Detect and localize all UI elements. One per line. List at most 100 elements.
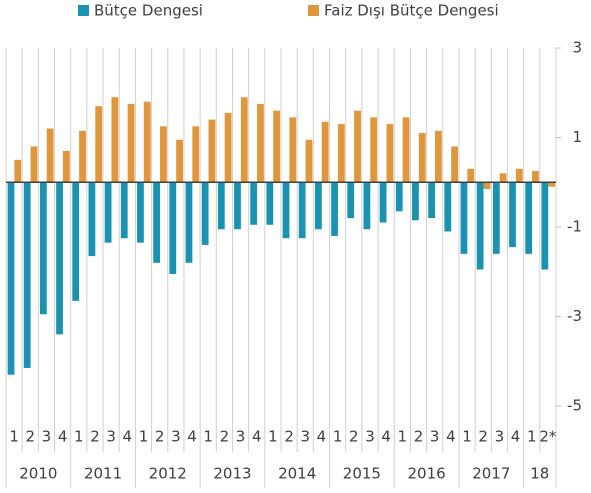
x-tick-label: 2	[220, 428, 230, 446]
bar	[379, 182, 387, 223]
x-tick-label: 1	[527, 428, 537, 446]
legend-swatch	[308, 5, 319, 16]
x-tick-label: 4	[511, 428, 521, 446]
bar	[428, 182, 435, 219]
bar	[266, 182, 274, 225]
bar	[305, 139, 313, 183]
bar	[412, 182, 419, 221]
y-tick-label: -5	[567, 397, 582, 415]
bar	[331, 182, 338, 236]
x-tick-label: 1	[462, 428, 472, 446]
x-tick-label: 2	[25, 428, 35, 446]
y-tick-label: 1	[572, 128, 582, 146]
bar	[176, 139, 183, 183]
bar	[240, 97, 248, 183]
x-tick-label: 3	[42, 428, 52, 446]
x-tick-label: 1	[333, 428, 343, 446]
x-tick-label: 1	[398, 428, 408, 446]
bar	[347, 182, 355, 219]
x-group-label: 2012	[149, 465, 187, 483]
x-tick-label: 2*	[539, 428, 557, 446]
x-tick-label: 2	[90, 428, 100, 446]
x-tick-label: 3	[171, 428, 181, 446]
bar	[451, 146, 458, 183]
x-group-label: 2017	[472, 465, 510, 483]
bar	[72, 182, 80, 301]
x-tick-label: 2	[478, 428, 488, 446]
bar	[289, 117, 297, 183]
bar	[104, 182, 112, 243]
bar	[282, 182, 290, 239]
bar	[192, 126, 200, 183]
bar	[298, 182, 306, 239]
bar	[160, 126, 167, 183]
bar	[30, 146, 38, 183]
bar	[111, 97, 119, 183]
y-tick-label: -3	[567, 307, 582, 325]
bar	[499, 173, 507, 183]
x-tick-label: 3	[365, 428, 375, 446]
legend-label: Bütçe Dengesi	[94, 2, 203, 20]
bar	[127, 103, 135, 183]
x-tick-label: 1	[74, 428, 84, 446]
bar	[7, 182, 15, 375]
bar	[46, 128, 54, 183]
x-tick-label: 2	[155, 428, 165, 446]
bar	[208, 119, 216, 183]
bar	[525, 182, 533, 254]
bar	[541, 182, 549, 270]
x-tick-label: 2	[349, 428, 359, 446]
x-tick-label: 4	[381, 428, 391, 446]
bar	[363, 182, 371, 230]
x-tick-label: 1	[203, 428, 213, 446]
bar	[515, 168, 523, 183]
x-group-label: 2015	[343, 465, 381, 483]
bar	[153, 182, 160, 263]
x-group-label: 2016	[407, 465, 445, 483]
bar	[314, 182, 322, 230]
bar	[224, 112, 232, 183]
x-tick-label: 3	[495, 428, 505, 446]
x-tick-label: 1	[268, 428, 278, 446]
x-tick-label: 1	[9, 428, 19, 446]
x-tick-label: 2	[414, 428, 424, 446]
x-tick-label: 4	[123, 428, 133, 446]
x-tick-label: 4	[446, 428, 456, 446]
x-group-label: 2011	[84, 465, 122, 483]
bar	[273, 110, 281, 183]
x-group-label: 2010	[19, 465, 57, 483]
x-tick-label: 1	[139, 428, 149, 446]
bar	[435, 130, 442, 183]
y-tick-label: 3	[572, 39, 582, 57]
x-tick-label: 4	[252, 428, 262, 446]
bar	[234, 182, 241, 230]
bar	[418, 133, 426, 183]
bar	[467, 168, 475, 183]
bar	[337, 124, 345, 183]
bar	[169, 182, 177, 274]
x-group-label: 18	[530, 465, 549, 483]
x-tick-label: 3	[430, 428, 440, 446]
bar	[257, 103, 264, 183]
bar	[39, 182, 47, 315]
legend-swatch	[78, 5, 89, 16]
x-tick-label: 3	[236, 428, 246, 446]
bar	[548, 182, 556, 187]
legend-label: Faiz Dışı Bütçe Dengesi	[324, 2, 499, 20]
bar	[62, 150, 70, 183]
bar	[88, 182, 96, 257]
bar	[532, 171, 539, 183]
bar	[201, 182, 209, 245]
bar	[444, 182, 452, 232]
x-group-label: 2014	[278, 465, 316, 483]
bar	[95, 106, 103, 183]
bar	[460, 182, 468, 254]
x-tick-label: 4	[317, 428, 327, 446]
bar	[509, 182, 516, 248]
bar	[250, 182, 258, 225]
bar	[79, 130, 86, 183]
bar	[402, 117, 410, 183]
bar	[395, 182, 403, 212]
bar	[23, 182, 31, 368]
